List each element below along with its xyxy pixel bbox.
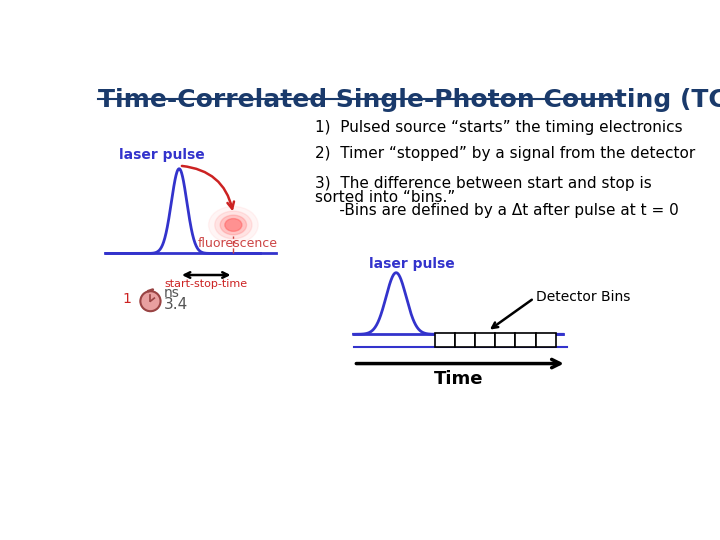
Text: sorted into “bins.”: sorted into “bins.” [315,190,455,205]
Text: laser pulse: laser pulse [120,148,205,162]
Text: ns: ns [163,286,179,300]
Bar [455,333,475,347]
Bar [495,333,516,347]
Text: fluorescence: fluorescence [197,237,277,250]
Text: 1)  Pulsed source “starts” the timing electronics: 1) Pulsed source “starts” the timing ele… [315,120,683,135]
Bar [475,333,495,347]
Bar [435,333,455,347]
Text: 3.4: 3.4 [163,296,188,312]
Text: -Bins are defined by a Δt after pulse at t = 0: -Bins are defined by a Δt after pulse at… [315,204,678,218]
Text: 2)  Timer “stopped” by a signal from the detector: 2) Timer “stopped” by a signal from the … [315,146,695,161]
Ellipse shape [225,219,242,231]
Bar [536,333,556,347]
Text: start-stop-time: start-stop-time [165,279,248,289]
Text: laser pulse: laser pulse [369,257,455,271]
Ellipse shape [215,211,252,239]
Text: 1: 1 [122,292,132,306]
Text: Time: Time [433,370,483,388]
Ellipse shape [220,215,246,235]
Text: Detector Bins: Detector Bins [536,291,631,305]
FancyArrowPatch shape [182,166,234,209]
Circle shape [140,291,161,311]
Text: Time-Correlated Single-Photon Counting (TCSPC): Time-Correlated Single-Photon Counting (… [98,88,720,112]
Text: 3)  The difference between start and stop is: 3) The difference between start and stop… [315,177,652,192]
Ellipse shape [209,206,258,244]
Bar [516,333,536,347]
